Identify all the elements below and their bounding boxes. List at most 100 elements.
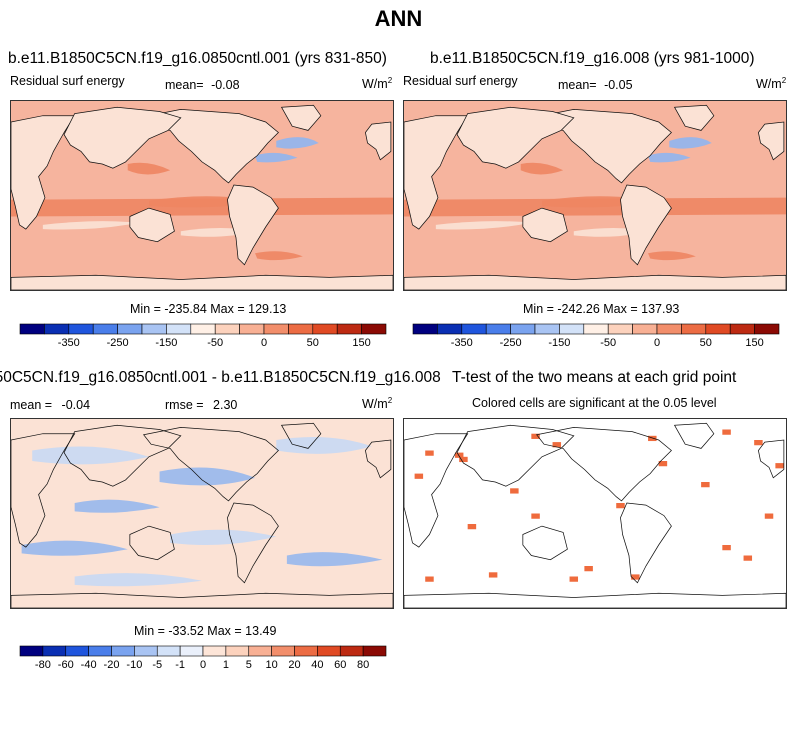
colorbar-swatch <box>92 323 118 335</box>
panel-cntl-title: b.e11.B1850C5CN.f19_g16.0850cntl.001 (yr… <box>8 50 387 67</box>
diff-blob-1 <box>32 446 149 465</box>
mean-label: mean= <box>558 78 597 92</box>
colorbar-swatch <box>271 645 295 657</box>
diff-blob-8 <box>74 499 160 513</box>
colorbar-swatch <box>117 323 143 335</box>
panel-cntl-variable: Residual surf energy <box>10 74 125 88</box>
significant-cell <box>569 576 579 582</box>
significant-cell <box>648 435 657 442</box>
southern-indian-light <box>435 221 532 230</box>
colorbar-swatch <box>44 323 70 335</box>
colorbar-swatch <box>134 645 158 657</box>
north-america <box>142 109 279 184</box>
colorbar-tick-label: 50 <box>307 337 319 349</box>
significant-cell <box>701 482 710 488</box>
colorbar-tick-label: -80 <box>35 659 51 671</box>
diff-blob-3 <box>276 436 372 454</box>
diff-blob-2 <box>159 467 256 486</box>
mean-label: mean= <box>165 78 204 92</box>
mean-value: -0.05 <box>604 78 633 92</box>
colorbar-swatch <box>248 645 272 657</box>
colorbar-tick-label: -250 <box>500 337 522 349</box>
greenland <box>673 104 715 131</box>
kuroshio-band <box>520 162 564 175</box>
significant-cell <box>531 513 540 519</box>
colorbar-swatch <box>179 645 204 657</box>
significant-cell <box>425 450 434 456</box>
colorbar-tick-label: 0 <box>261 337 267 349</box>
antarctica <box>11 274 393 290</box>
significant-cell <box>658 461 668 467</box>
asia <box>456 106 575 169</box>
significant-cell <box>454 452 464 458</box>
panel-test-units: W/m2 <box>756 76 786 91</box>
north-america <box>535 427 672 502</box>
significant-cell <box>631 574 640 580</box>
colorbar-swatch <box>312 323 338 335</box>
north-atlantic-cool <box>669 137 712 149</box>
colorbar-swatch <box>190 323 216 335</box>
colorbar-tick-label: 60 <box>334 659 346 671</box>
colorbar-tick-label: 20 <box>288 659 300 671</box>
greenland <box>280 104 322 131</box>
panel-diff-stats: Min = -33.52 Max = 13.49 <box>134 624 277 638</box>
colorbar-tick-label: -1 <box>175 659 185 671</box>
colorbar-swatch <box>214 323 240 335</box>
colorbar-swatch <box>510 323 536 335</box>
asia <box>63 106 182 169</box>
colorbar-tick-label: -350 <box>58 337 80 349</box>
panel-cntl-units: W/m2 <box>362 76 392 91</box>
map-diff <box>10 418 394 609</box>
colorbar-diff: -80 -60 -40 -20 -10 -5 -1 0 1 5 10 20 40 60 80 <box>19 645 387 671</box>
africa-europe <box>404 433 785 548</box>
colorbar-swatch <box>294 645 318 657</box>
colorbar-swatch <box>156 645 181 657</box>
australia <box>522 525 568 561</box>
colorbar-tick-label: 150 <box>745 337 763 349</box>
colorbar-swatch <box>88 645 112 657</box>
australia <box>522 207 568 243</box>
colorbar-swatch <box>632 323 658 335</box>
colorbar-swatch <box>202 645 227 657</box>
antarctica <box>404 592 786 608</box>
south-atlantic-deep <box>255 251 303 261</box>
colorbar-swatch <box>607 323 633 335</box>
panel-ttest-title: T-test of the two means at each grid poi… <box>452 369 737 387</box>
africa-europe <box>11 433 392 548</box>
antarctica <box>404 274 786 290</box>
map-test <box>403 100 787 291</box>
colorbar-swatch <box>263 323 289 335</box>
kuroshio-band <box>127 162 171 175</box>
panel-diff-mean: mean = -0.04 <box>10 398 90 412</box>
significant-cell <box>488 572 498 578</box>
diff-blob-4 <box>21 540 128 556</box>
colorbar-swatch <box>65 645 89 657</box>
colorbar-swatch <box>166 323 192 335</box>
north-america <box>535 109 672 184</box>
colorbar-tick-label: -60 <box>58 659 74 671</box>
gulf-stream-cool <box>648 152 691 163</box>
units-base: W/m <box>362 397 388 412</box>
south-america <box>620 184 672 266</box>
colorbar-swatch <box>225 645 250 657</box>
colorbar-swatch <box>42 645 67 657</box>
colorbar-swatch <box>361 323 387 335</box>
panel-test-mean: mean= -0.05 <box>558 78 633 92</box>
colorbar-swatch <box>485 323 511 335</box>
significant-cell <box>510 488 519 494</box>
north-america <box>142 427 279 502</box>
asia <box>456 424 575 487</box>
rmse-label: rmse = <box>165 398 204 412</box>
significant-cell <box>722 545 731 551</box>
diff-blob-6 <box>286 552 383 567</box>
mean-value: -0.04 <box>61 398 91 412</box>
panel-diff-rmse: rmse = 2.30 <box>165 398 237 412</box>
colorbar-swatch <box>754 323 780 335</box>
units-base: W/m <box>756 77 782 92</box>
colorbar-swatch <box>339 645 364 657</box>
significant-cell <box>531 433 540 439</box>
panel-diff-units: W/m2 <box>362 396 392 411</box>
significant-cell <box>764 513 774 519</box>
colorbar-tick-label: -350 <box>451 337 473 349</box>
colorbar-tick-label: 10 <box>266 659 278 671</box>
